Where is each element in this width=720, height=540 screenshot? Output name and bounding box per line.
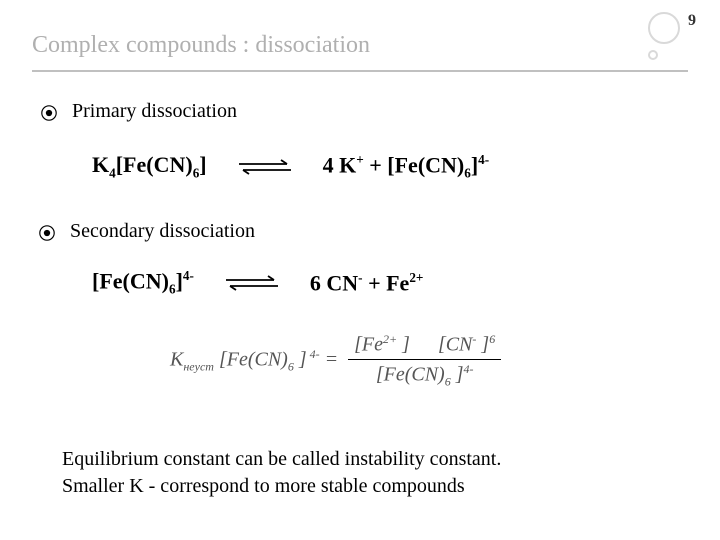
title-underline (32, 70, 688, 72)
bullet-icon (40, 104, 58, 122)
decor-circle-large (648, 12, 680, 44)
formula-numerator: [Fe2+ ][CN- ]6 (348, 330, 501, 359)
conclusion-line2: Smaller K - correspond to more stable co… (62, 473, 501, 500)
equation-secondary: [Fe(CN)6]4- 6 CN- + Fe2+ (92, 268, 423, 298)
eq2-rhs: 6 CN- + Fe2+ (310, 270, 424, 296)
equation-primary: K4[Fe(CN)6] 4 K+ + [Fe(CN)6]4- (92, 152, 489, 182)
eq1-lhs: K4[Fe(CN)6] (92, 152, 207, 181)
equilibrium-arrow-icon (224, 275, 280, 291)
conclusion-text: Equilibrium constant can be called insta… (62, 446, 501, 500)
section2-label: Secondary dissociation (70, 220, 255, 242)
equilibrium-arrow-icon (237, 159, 293, 175)
conclusion-line1: Equilibrium constant can be called insta… (62, 446, 501, 473)
decor-circle-small (648, 50, 658, 60)
section-secondary: Secondary dissociation (38, 220, 255, 243)
eq1-rhs: 4 K+ + [Fe(CN)6]4- (323, 152, 490, 182)
corner-decoration (628, 12, 708, 72)
section1-label: Primary dissociation (72, 100, 237, 122)
section-primary: Primary dissociation (40, 100, 237, 123)
page-number: 9 (688, 12, 696, 30)
instability-constant-formula: Kнеуст [Fe(CN)6 ] 4- = [Fe2+ ][CN- ]6 [F… (170, 330, 501, 391)
eq2-lhs: [Fe(CN)6]4- (92, 268, 194, 298)
bullet-icon (38, 224, 56, 242)
page-title: Complex compounds : dissociation (32, 32, 370, 59)
formula-fraction: [Fe2+ ][CN- ]6 [Fe(CN)6 ]4- (348, 330, 501, 391)
formula-denominator: [Fe(CN)6 ]4- (370, 360, 480, 392)
formula-lhs: Kнеуст [Fe(CN)6 ] 4- = (170, 347, 338, 375)
